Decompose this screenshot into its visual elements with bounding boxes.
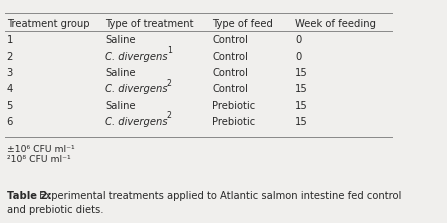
Text: and prebiotic diets.: and prebiotic diets. [7, 205, 103, 215]
Text: 1: 1 [167, 46, 172, 55]
Text: Treatment group: Treatment group [7, 19, 89, 29]
Text: 2: 2 [167, 112, 172, 120]
Text: Control: Control [212, 84, 248, 94]
Text: 15: 15 [295, 101, 308, 111]
Text: 15: 15 [295, 68, 308, 78]
Text: 2: 2 [7, 52, 13, 62]
Text: Experimental treatments applied to Atlantic salmon intestine fed control: Experimental treatments applied to Atlan… [36, 191, 402, 201]
Text: Type of treatment: Type of treatment [105, 19, 194, 29]
Text: Saline: Saline [105, 35, 136, 45]
Text: C. divergens: C. divergens [105, 117, 168, 127]
Text: 1: 1 [7, 35, 13, 45]
Text: 2: 2 [167, 79, 172, 88]
Text: 0: 0 [295, 52, 302, 62]
Text: ±10⁶ CFU ml⁻¹: ±10⁶ CFU ml⁻¹ [7, 145, 74, 154]
Text: Saline: Saline [105, 101, 136, 111]
Text: C. divergens: C. divergens [105, 84, 168, 94]
Text: Week of feeding: Week of feeding [295, 19, 376, 29]
Text: 6: 6 [7, 117, 13, 127]
Text: Prebiotic: Prebiotic [212, 101, 256, 111]
Text: 4: 4 [7, 84, 13, 94]
Text: 5: 5 [7, 101, 13, 111]
Text: Table 2:: Table 2: [7, 191, 51, 201]
Text: 15: 15 [295, 84, 308, 94]
Text: Control: Control [212, 52, 248, 62]
Text: Control: Control [212, 68, 248, 78]
Text: Saline: Saline [105, 68, 136, 78]
Text: 0: 0 [295, 35, 302, 45]
Text: Type of feed: Type of feed [212, 19, 273, 29]
Text: ²10⁸ CFU ml⁻¹: ²10⁸ CFU ml⁻¹ [7, 155, 70, 164]
Text: C. divergens: C. divergens [105, 52, 168, 62]
Text: Prebiotic: Prebiotic [212, 117, 256, 127]
Text: 3: 3 [7, 68, 13, 78]
Text: Control: Control [212, 35, 248, 45]
Text: 15: 15 [295, 117, 308, 127]
